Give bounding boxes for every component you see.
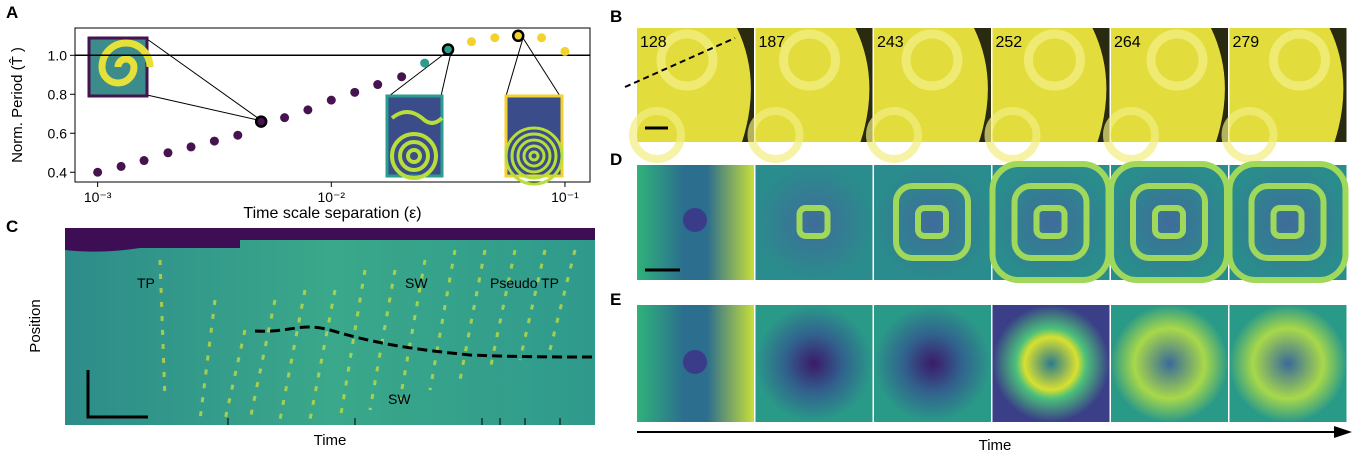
frame-image	[1230, 305, 1347, 422]
y-axis-label: Position	[27, 299, 44, 352]
x-tick-label: 10⁻³	[84, 189, 112, 205]
x-axis-label: Time	[979, 437, 1012, 454]
highlighted-point	[513, 31, 523, 41]
frame-image	[756, 165, 873, 280]
highlighted-point	[443, 44, 453, 54]
connector	[147, 39, 262, 121]
point	[93, 168, 102, 177]
point	[537, 33, 546, 42]
point	[467, 37, 476, 46]
y-tick-label: 0.8	[48, 86, 68, 102]
frame-image	[756, 305, 873, 422]
point	[490, 33, 499, 42]
frame-label: 243	[877, 34, 904, 51]
point	[397, 72, 406, 81]
panel-a: 0.4 0.6 0.8 1.0 10⁻³ 10⁻² 10⁻¹ Time scale separ…	[9, 28, 590, 222]
highlighted-point	[256, 117, 266, 127]
panel-label: B	[610, 7, 622, 26]
point	[140, 156, 149, 165]
frame-image	[1111, 165, 1228, 280]
kymograph	[65, 228, 595, 425]
frame-image	[1111, 305, 1228, 422]
panel-b: 128 187 243 252 264 279	[625, 28, 1347, 159]
panel-label: D	[610, 150, 622, 169]
point	[560, 47, 569, 56]
frame: 243	[870, 28, 991, 159]
y-tick-label: 0.4	[48, 164, 68, 180]
connector	[506, 38, 523, 96]
y-tick-label: 0.6	[48, 125, 68, 141]
frame: 279	[1226, 28, 1347, 159]
panel-label: E	[610, 290, 621, 309]
panel-d	[637, 164, 1347, 280]
point	[420, 59, 429, 68]
panel-e	[637, 305, 1347, 422]
defect	[683, 208, 707, 232]
point	[163, 148, 172, 157]
connector	[523, 38, 560, 96]
frame-image	[993, 165, 1110, 280]
point	[303, 105, 312, 114]
y-tick-label: 1.0	[48, 47, 68, 63]
frame-label: 252	[996, 34, 1023, 51]
point	[327, 96, 336, 105]
frame-label: 128	[640, 34, 667, 51]
frame: 187	[752, 28, 873, 159]
x-axis-label: Time	[314, 432, 347, 449]
frame: 264	[1107, 28, 1228, 159]
arrow-head	[1334, 426, 1352, 438]
frame-image	[874, 165, 991, 280]
point	[350, 88, 359, 97]
figure: A B C D E 0.4 0.6 0.8 1.0 10⁻³ 10⁻² 10⁻¹ Time s…	[0, 0, 1363, 458]
frame-image	[1230, 165, 1347, 280]
frame-label: 264	[1114, 34, 1141, 51]
point	[233, 131, 242, 140]
frame: 252	[989, 28, 1110, 159]
point	[373, 80, 382, 89]
point	[117, 162, 126, 171]
x-tick-label: 10⁻²	[317, 189, 345, 205]
frame-image	[874, 305, 991, 422]
frame-label: 279	[1233, 34, 1260, 51]
panel-label: C	[6, 217, 18, 236]
y-axis-label: Norm. Period (T̂ )	[9, 47, 26, 163]
region-label: SW	[405, 275, 428, 291]
defect	[683, 350, 707, 374]
frame: 128	[633, 28, 754, 159]
point	[280, 113, 289, 122]
region-label: SW	[388, 391, 411, 407]
x-axis-label: Time scale separation (ε)	[243, 205, 421, 222]
panel-c: TP SW Pseudo TP SW Time Position	[27, 228, 595, 449]
page: A B C D E 0.4 0.6 0.8 1.0 10⁻³ 10⁻² 10⁻¹ Time s…	[0, 0, 1363, 463]
connector	[147, 95, 262, 121]
frame-image	[993, 305, 1110, 422]
point	[187, 142, 196, 151]
panel-label: A	[6, 3, 18, 22]
x-tick-label: 10⁻¹	[551, 189, 579, 205]
frame-label: 187	[759, 34, 786, 51]
point	[210, 137, 219, 146]
region-label: TP	[137, 275, 155, 291]
region-label: Pseudo TP	[490, 275, 559, 291]
